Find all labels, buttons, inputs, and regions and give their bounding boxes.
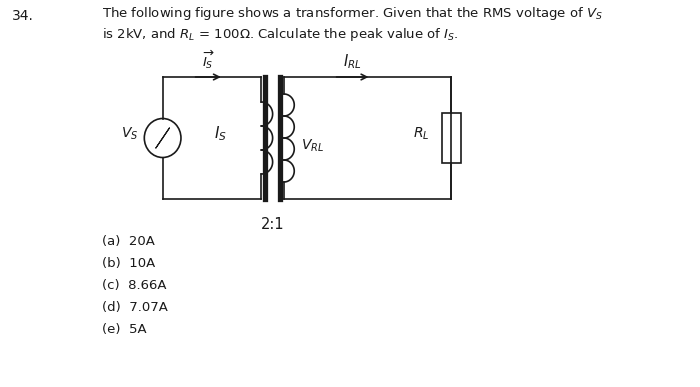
Text: (a)  20A: (a) 20A	[102, 235, 155, 248]
Text: 2:1: 2:1	[261, 217, 284, 232]
Text: $I_{RL}$: $I_{RL}$	[343, 52, 362, 71]
Text: is 2kV, and $R_L$ = 100Ω. Calculate the peak value of $I_S$.: is 2kV, and $R_L$ = 100Ω. Calculate the …	[102, 26, 458, 43]
Text: $R_L$: $R_L$	[413, 126, 429, 142]
Text: $I_S$: $I_S$	[214, 125, 228, 143]
Text: (b)  10A: (b) 10A	[102, 257, 155, 270]
Text: $\overrightarrow{I_S}$: $\overrightarrow{I_S}$	[202, 49, 215, 71]
Text: 34.: 34.	[12, 9, 34, 23]
Text: (c)  8.66A: (c) 8.66A	[102, 279, 166, 292]
Polygon shape	[442, 113, 461, 163]
Text: $V_S$: $V_S$	[121, 126, 139, 142]
Text: The following figure shows a transformer. Given that the RMS voltage of $V_S$: The following figure shows a transformer…	[102, 5, 602, 22]
Text: (e)  5A: (e) 5A	[102, 323, 146, 336]
Text: (d)  7.07A: (d) 7.07A	[102, 301, 167, 314]
Text: $V_{RL}$: $V_{RL}$	[301, 138, 324, 154]
